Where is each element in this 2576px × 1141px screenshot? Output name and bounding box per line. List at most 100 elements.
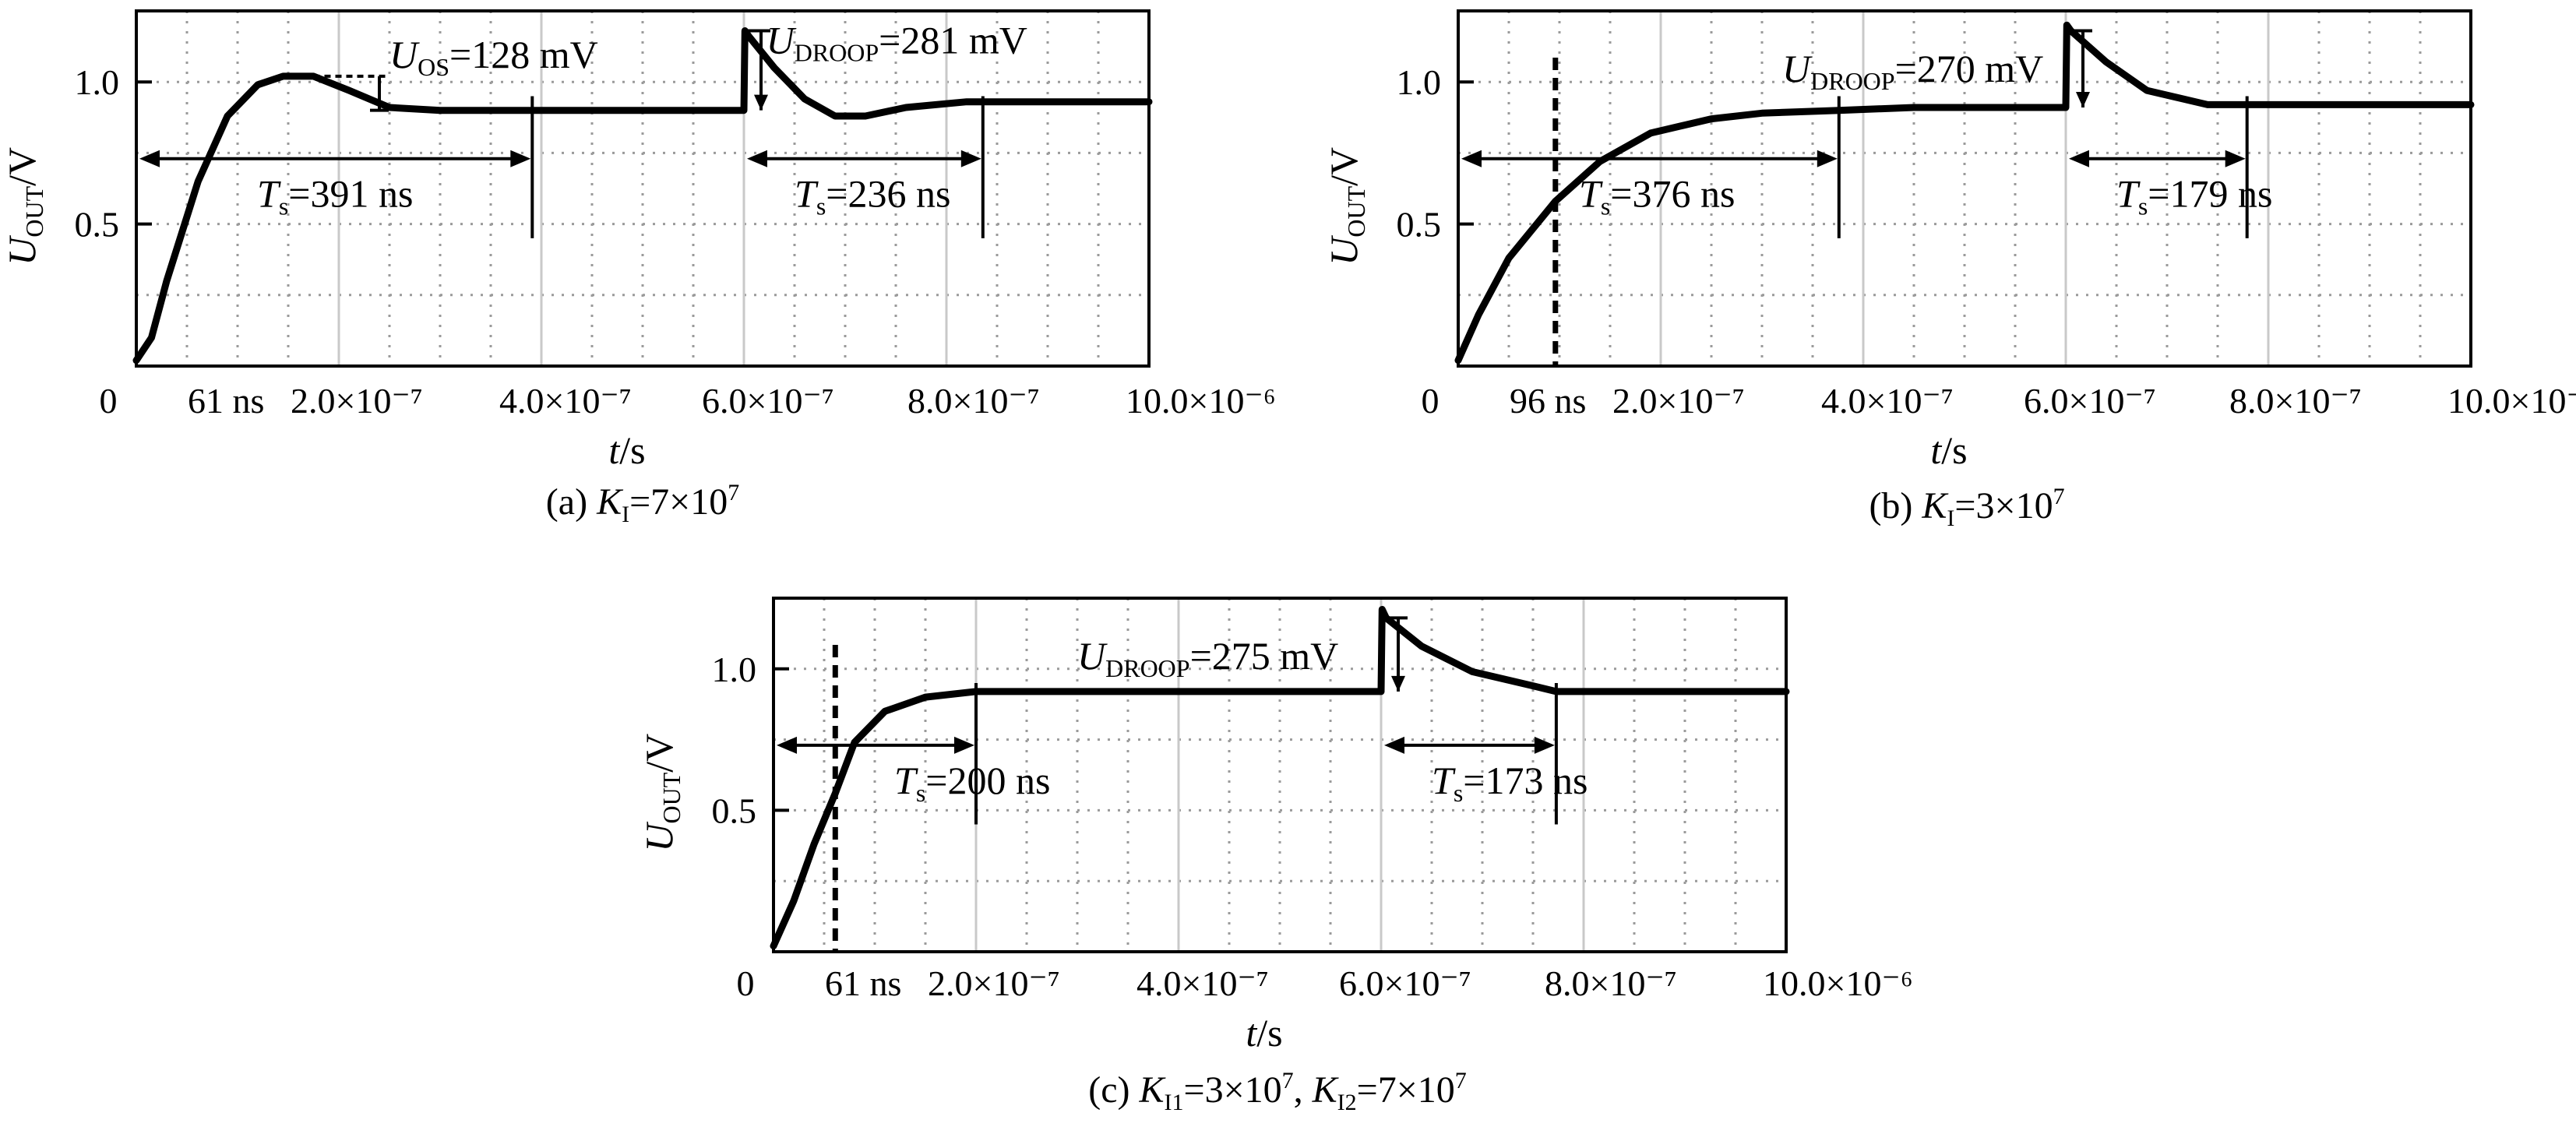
panel-caption: (b) KI=3×107 xyxy=(1869,484,2064,531)
text-part: DROOP xyxy=(1810,67,1894,95)
text-part: T xyxy=(1579,172,1603,216)
y-axis-label: UOUT/V xyxy=(1322,147,1370,266)
text-part: U xyxy=(389,33,420,76)
x-tick-label: 96 ns xyxy=(1510,381,1586,421)
text-part: =376 ns xyxy=(1610,172,1735,216)
x-tick-label: 4.0×10⁻⁷ xyxy=(499,381,632,421)
settling-arrow-2-head-left xyxy=(2069,150,2089,167)
x-tick-label: 10.0×10⁻⁶ xyxy=(1763,963,1913,1003)
text-part: 7 xyxy=(1282,1068,1294,1093)
x-tick-label: 8.0×10⁻⁷ xyxy=(907,381,1040,421)
settling-time-label-1: Ts=376 ns xyxy=(1579,172,1735,220)
text-part: I xyxy=(1947,505,1954,531)
settling-arrow-2-head-right xyxy=(960,150,981,167)
x-tick-label: 8.0×10⁻⁷ xyxy=(1545,963,1677,1003)
settling-arrow-2-head-left xyxy=(747,150,767,167)
text-part: U xyxy=(1077,634,1108,678)
text-part: T xyxy=(795,172,819,216)
x-tick-label: 4.0×10⁻⁷ xyxy=(1136,963,1269,1003)
text-part: I xyxy=(622,502,629,527)
text-part: /s xyxy=(1941,428,1967,472)
text-part: =3×10 xyxy=(1184,1069,1282,1111)
droop-label: UDROOP=270 mV xyxy=(1782,47,2043,95)
x-tick-label: 6.0×10⁻⁷ xyxy=(1339,963,1471,1003)
y-tick-label: 1.0 xyxy=(1397,62,1442,102)
text-part: DROOP xyxy=(1105,654,1189,682)
text-part: t xyxy=(1930,428,1942,472)
settling-arrow-1-head-left xyxy=(1461,150,1482,167)
settling-arrow-2-head-right xyxy=(2225,150,2246,167)
text-part: t xyxy=(1246,1011,1257,1055)
y-tick-label: 1.0 xyxy=(75,62,120,102)
settling-time-label-1: Ts=200 ns xyxy=(894,759,1050,807)
text-part: 7 xyxy=(2053,484,2065,509)
text-part: OUT xyxy=(657,772,685,823)
text-part: s xyxy=(916,779,925,807)
text-part: =179 ns xyxy=(2148,172,2272,216)
droop-bracket-head xyxy=(2076,92,2090,108)
settling-arrow-1-head-right xyxy=(1817,150,1838,167)
text-part: (a) xyxy=(546,481,597,523)
text-part: /s xyxy=(1256,1011,1282,1055)
settling-time-label-2: Ts=236 ns xyxy=(795,172,950,220)
x-tick-label: 10.0×10⁻⁶ xyxy=(1126,381,1276,421)
droop-bracket-head xyxy=(1391,675,1405,692)
plot-frame xyxy=(135,9,1151,368)
y-tick-label: 0.5 xyxy=(75,205,120,245)
y-axis-label: UOUT/V xyxy=(0,147,48,266)
droop-label: UDROOP=275 mV xyxy=(1077,634,1338,682)
x-tick-label: 10.0×10⁻⁶ xyxy=(2447,381,2576,421)
text-part: U xyxy=(1322,235,1366,266)
settling-time-label-2: Ts=179 ns xyxy=(2116,172,2272,220)
text-part: =275 mV xyxy=(1190,634,1339,678)
settling-arrow-1-head-right xyxy=(510,150,531,167)
text-part: =391 ns xyxy=(288,172,413,216)
text-part: U xyxy=(1782,47,1813,90)
y-tick-label: 0.5 xyxy=(712,791,757,830)
text-part: =3×10 xyxy=(1954,485,2053,526)
text-part: U xyxy=(637,822,681,852)
x-tick-label: 61 ns xyxy=(188,381,264,421)
settling-time-label-2: Ts=173 ns xyxy=(1432,759,1588,807)
x-tick-label: 6.0×10⁻⁷ xyxy=(2024,381,2156,421)
panel-caption: (a) KI=7×107 xyxy=(546,480,739,527)
text-part: =281 mV xyxy=(879,19,1027,62)
text-part: (b) xyxy=(1869,485,1922,526)
text-part: 7 xyxy=(1455,1068,1467,1093)
text-part: t xyxy=(608,428,620,472)
droop-bracket-head xyxy=(754,94,768,111)
text-part: s xyxy=(2138,192,2148,220)
output-voltage-line xyxy=(770,606,1790,950)
text-part: =128 mV xyxy=(449,33,598,76)
x-tick-label: 4.0×10⁻⁷ xyxy=(1821,381,1954,421)
text-part: s xyxy=(816,192,826,220)
text-part: s xyxy=(1454,779,1463,807)
text-part: (c) xyxy=(1088,1069,1139,1111)
x-axis-label: t/s xyxy=(1246,1011,1282,1055)
settling-arrow-1-head-right xyxy=(954,736,974,754)
text-part: =7×10 xyxy=(1357,1069,1455,1111)
x-tick-label: 6.0×10⁻⁷ xyxy=(702,381,834,421)
text-part: I1 xyxy=(1165,1090,1184,1115)
text-part: /V xyxy=(637,734,681,773)
text-part: T xyxy=(1432,759,1456,802)
y-tick-label: 0.5 xyxy=(1397,205,1442,245)
text-part: =270 mV xyxy=(1895,47,2044,90)
text-part: =7×10 xyxy=(629,481,728,523)
text-part: 7 xyxy=(728,480,739,505)
chart-panel-b: 0.5 1.0 0 96 ns 2.0×10⁻⁷ 4.0×10⁻⁷ 6.0×10⁻⁷ 8.0×… xyxy=(1322,9,2576,531)
x-tick-label: 2.0×10⁻⁷ xyxy=(928,963,1060,1003)
settling-arrow-1-head-left xyxy=(139,150,160,167)
text-part: K xyxy=(596,481,624,523)
text-part: K xyxy=(1921,485,1949,526)
y-tick-label: 1.0 xyxy=(712,650,757,689)
text-part: =200 ns xyxy=(925,759,1050,802)
x-tick-label: 2.0×10⁻⁷ xyxy=(291,381,423,421)
text-part: T xyxy=(257,172,281,216)
droop-label: UDROOP=281 mV xyxy=(766,19,1027,67)
text-part: OS xyxy=(418,53,449,81)
x-axis-label: t/s xyxy=(608,428,645,472)
chart-panel-a: 0.5 1.0 0 61 ns 2.0×10⁻⁷ 4.0×10⁻⁷ 6.0×10⁻⁷ 8.0×… xyxy=(0,9,1276,527)
text-part: DROOP xyxy=(795,39,879,67)
text-part: , xyxy=(1294,1069,1313,1111)
